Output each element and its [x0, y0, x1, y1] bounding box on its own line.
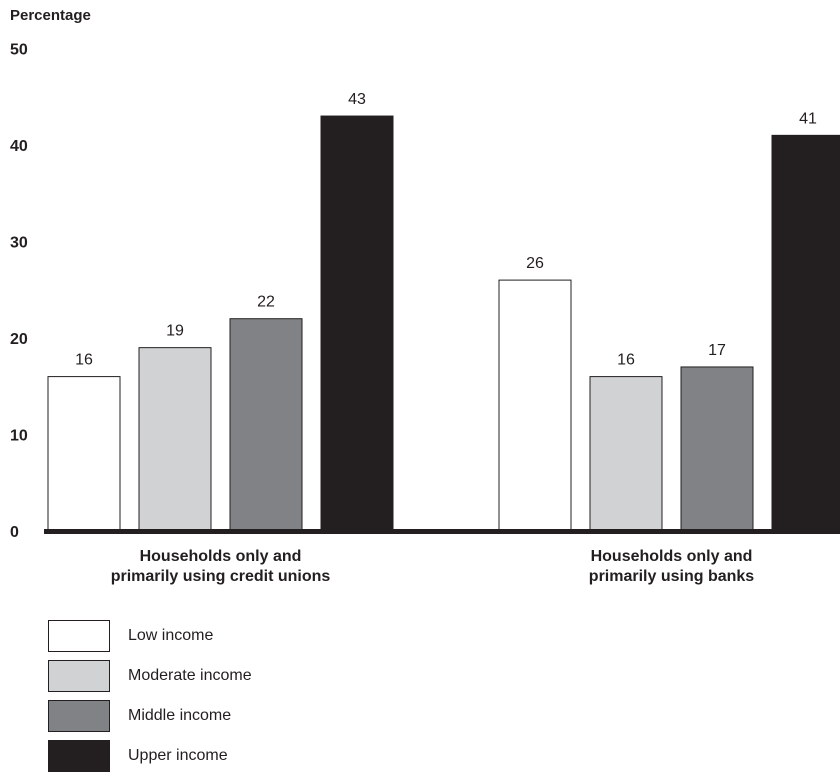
category-labels: Households only and primarily using credi…: [111, 548, 755, 585]
y-tick-label: 30: [10, 235, 28, 252]
category-label: primarily using credit unions: [111, 568, 331, 585]
data-label: 16: [75, 352, 93, 369]
data-label: 41: [799, 110, 817, 127]
y-tick-labels: 0 10 20 30 40 50: [10, 42, 28, 542]
data-label: 26: [526, 255, 544, 272]
data-label: 43: [348, 91, 366, 108]
legend-swatch: [48, 700, 110, 732]
bars: [47, 115, 840, 532]
legend-item: Upper income: [48, 740, 348, 780]
legend-swatch: [48, 660, 110, 692]
category-label: Households only and: [140, 548, 302, 565]
data-labels: 16 26 19 16 22 17 43 41: [75, 91, 817, 369]
y-tick-label: 40: [10, 138, 28, 155]
legend-label: Middle income: [128, 707, 232, 724]
data-label: 16: [617, 352, 635, 369]
data-label: 19: [166, 323, 184, 340]
bar: [498, 279, 572, 532]
data-label: 17: [708, 342, 726, 359]
bar: [229, 318, 303, 532]
legend-label: Moderate income: [128, 667, 252, 684]
bar: [138, 347, 212, 532]
legend-item: Low income: [48, 620, 348, 660]
bar: [589, 376, 663, 532]
legend-label: Upper income: [128, 747, 228, 764]
legend-swatch: [48, 740, 110, 772]
x-axis-line: [44, 529, 840, 534]
y-tick-label: 0: [10, 524, 19, 541]
y-tick-label: 50: [10, 42, 28, 59]
data-label: 22: [257, 294, 275, 311]
y-tick-label: 20: [10, 331, 28, 348]
bar: [320, 115, 394, 532]
y-tick-label: 10: [10, 428, 28, 445]
bar: [47, 376, 121, 532]
category-label: primarily using banks: [589, 568, 754, 585]
legend-item: Moderate income: [48, 660, 348, 700]
category-label: Households only and: [591, 548, 753, 565]
y-axis-label: Percentage: [10, 7, 91, 24]
legend-label: Low income: [128, 627, 214, 644]
legend-item: Middle income: [48, 700, 348, 740]
bar: [771, 134, 840, 532]
legend-swatch: [48, 620, 110, 652]
bar: [680, 366, 754, 532]
legend: Low income Moderate income Middle income Up…: [48, 620, 348, 780]
